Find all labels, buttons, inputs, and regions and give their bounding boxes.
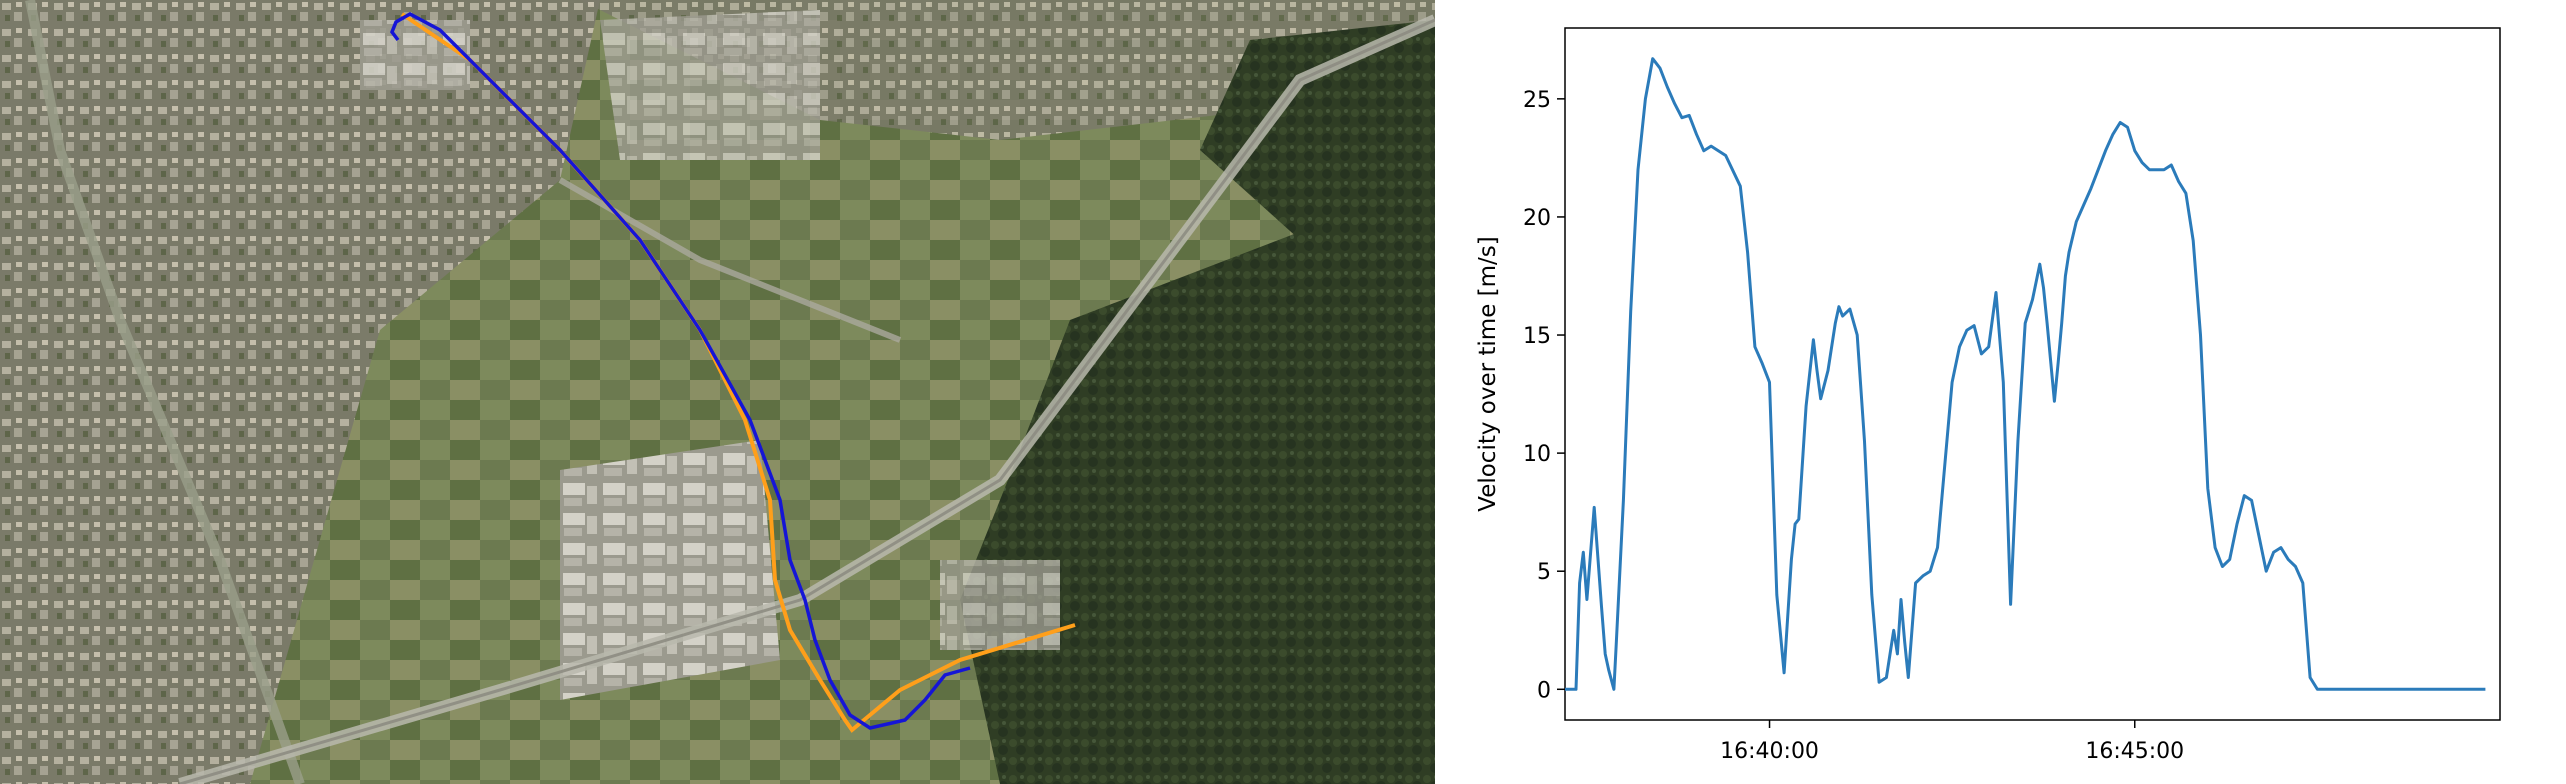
- y-tick-label: 5: [1537, 560, 1551, 585]
- driven-route: [390, 12, 971, 730]
- y-tick-label: 20: [1523, 206, 1551, 231]
- y-axis-label: Velocity over time [m/s]: [1475, 236, 1501, 512]
- velocity-series-line: [1565, 57, 2486, 691]
- x-tick-label: 16:40:00: [1720, 739, 1819, 764]
- plot-frame: [1564, 27, 2501, 721]
- map-canvas: [0, 0, 1435, 784]
- y-tick-label: 15: [1523, 324, 1551, 349]
- y-axis: 0 5 10 15 20 25: [1523, 88, 1565, 703]
- y-tick-label: 0: [1537, 678, 1551, 703]
- x-tick-label: 16:45:00: [2085, 739, 2184, 764]
- y-tick-label: 25: [1523, 88, 1551, 113]
- satellite-map: [0, 0, 1435, 784]
- x-axis: 16:40:00 16:45:00: [1720, 720, 2184, 764]
- velocity-chart: 0 5 10 15 20 25 16:40:00 16:45:00 Velocity ove…: [1475, 27, 2501, 764]
- velocity-chart-panel: 0 5 10 15 20 25 16:40:00 16:45:00 Velocity ove…: [1435, 0, 2566, 784]
- y-tick-label: 10: [1523, 442, 1551, 467]
